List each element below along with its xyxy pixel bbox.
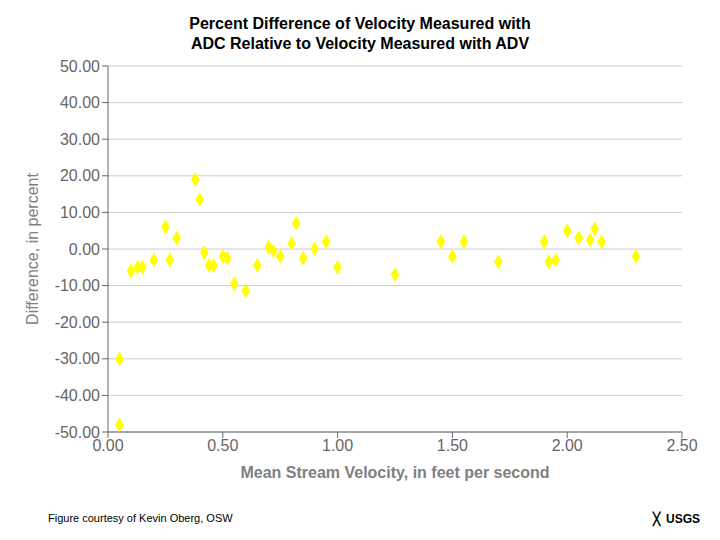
svg-text:30.00: 30.00: [60, 131, 100, 148]
svg-text:Difference, in percent: Difference, in percent: [24, 173, 41, 325]
svg-text:50.00: 50.00: [60, 58, 100, 75]
svg-text:1.50: 1.50: [437, 437, 468, 454]
svg-text:-40.00: -40.00: [55, 387, 100, 404]
html-text:USGS: USGS: [666, 512, 700, 526]
svg-text:-20.00: -20.00: [55, 314, 100, 331]
svg-text:10.00: 10.00: [60, 204, 100, 221]
svg-text:0.00: 0.00: [69, 241, 100, 258]
svg-text:0.50: 0.50: [207, 437, 238, 454]
html-text:Figure courtesy of Kevin Oberg: Figure courtesy of Kevin Oberg, OSW: [48, 512, 233, 524]
svg-text:20.00: 20.00: [60, 167, 100, 184]
svg-text:1.00: 1.00: [322, 437, 353, 454]
svg-text:-10.00: -10.00: [55, 277, 100, 294]
svg-text:-50.00: -50.00: [55, 424, 100, 441]
svg-text:2.00: 2.00: [552, 437, 583, 454]
svg-text:0.00: 0.00: [92, 437, 124, 455]
html-text:Percent Difference of Velocity: Percent Difference of Velocity Measured …: [189, 15, 531, 32]
svg-text:-30.00: -30.00: [55, 350, 100, 367]
svg-text:40.00: 40.00: [60, 94, 100, 111]
svg-text:2.50: 2.50: [666, 437, 697, 454]
html-text:ADC Relative to Velocity Measu: ADC Relative to Velocity Measured with A…: [190, 35, 530, 52]
svg-text:Mean Stream Velocity, in feet: Mean Stream Velocity, in feet per second: [240, 464, 549, 481]
